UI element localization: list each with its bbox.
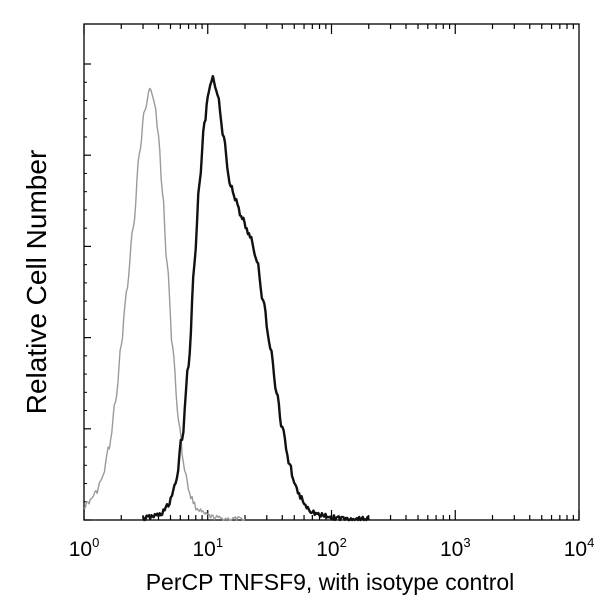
x-tick-label: 102: [316, 535, 347, 561]
x-axis-ticks: [83, 24, 580, 520]
x-tick-label: 101: [192, 535, 223, 561]
plot-frame: [83, 23, 580, 521]
x-tick-labels: 100 101 102 103 104: [69, 535, 595, 561]
series-layer: [83, 74, 370, 522]
x-axis-title: PerCP TNFSF9, with isotype control: [146, 569, 515, 595]
x-tick-label: 104: [564, 535, 595, 561]
tnfsf9-series-line: [141, 74, 370, 522]
x-tick-label: 103: [440, 535, 471, 561]
x-tick-label: 100: [69, 535, 100, 561]
y-axis-title: Relative Cell Number: [21, 150, 52, 415]
isotype-control-series-line: [83, 87, 246, 521]
y-axis-ticks: [84, 63, 91, 521]
